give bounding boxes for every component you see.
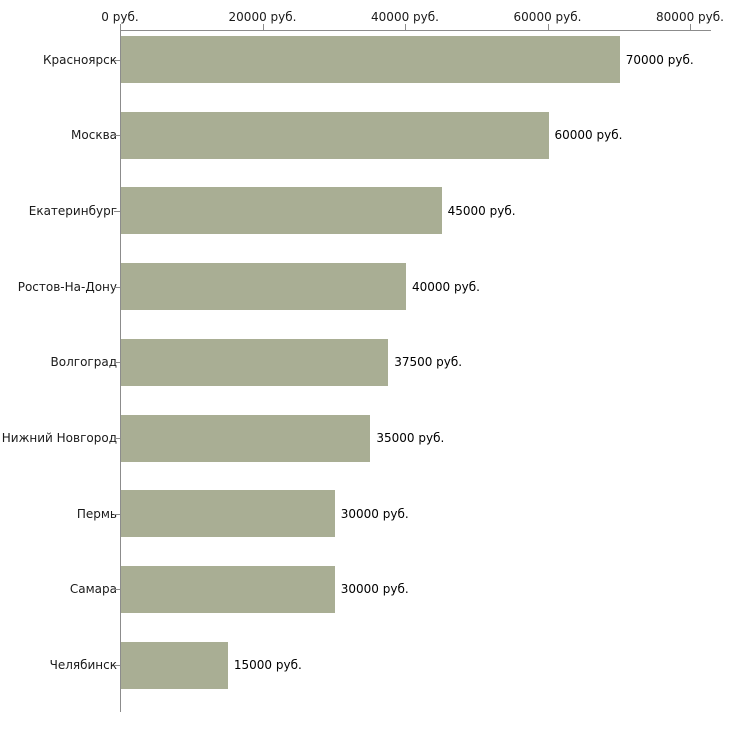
bar-value-label: 45000 руб. — [447, 203, 516, 218]
y-axis-tick-mark — [114, 589, 120, 591]
x-axis-tick-label: 20000 руб. — [228, 10, 297, 24]
bar — [121, 565, 335, 613]
bar-value-label: 30000 руб. — [340, 506, 409, 521]
x-axis-tick-mark — [690, 24, 691, 31]
y-axis-tick-mark — [114, 286, 120, 288]
bar-value-label: 37500 руб. — [394, 355, 463, 370]
bar — [121, 36, 620, 83]
bar-value-label: 60000 руб. — [554, 128, 623, 143]
category-label: Пермь — [76, 506, 117, 521]
bar-value-label: 35000 руб. — [376, 431, 445, 445]
bar — [121, 338, 389, 386]
x-axis-tick-label: 40000 руб. — [371, 10, 439, 24]
y-axis-line — [120, 30, 121, 712]
y-axis-tick-mark — [114, 438, 120, 439]
y-axis-tick-mark — [114, 210, 120, 212]
bar-value-label: 30000 руб. — [340, 582, 409, 597]
category-label: Самара — [69, 582, 117, 597]
bar-value-label: 40000 руб. — [412, 279, 480, 294]
x-axis-tick-mark — [547, 24, 549, 31]
x-axis-tick-label: 60000 руб. — [513, 10, 582, 24]
y-axis-tick-mark — [114, 513, 120, 515]
x-axis-tick-label: 80000 руб. — [656, 10, 724, 24]
category-label: Москва — [71, 128, 117, 143]
y-axis-tick-mark — [114, 59, 120, 61]
y-axis-tick-mark — [114, 665, 120, 667]
bar — [121, 263, 406, 311]
category-label: Екатеринбург — [28, 203, 117, 218]
x-axis-tick-label: 0 руб. — [101, 10, 139, 24]
x-axis-tick-mark — [405, 24, 406, 31]
category-label: Челябинск — [49, 658, 117, 673]
bar — [121, 187, 442, 235]
bar-value-label: 70000 руб. — [625, 52, 694, 67]
bar — [121, 414, 371, 462]
x-axis-line — [120, 30, 711, 31]
category-label: Красноярск — [43, 52, 117, 67]
bar — [121, 111, 549, 159]
y-axis-tick-mark — [114, 135, 120, 137]
y-axis-tick-mark — [114, 362, 120, 364]
category-label: Волгоград — [50, 355, 117, 370]
bar — [121, 490, 335, 538]
x-axis-tick-mark — [120, 24, 121, 31]
category-label: Ростов-На-Дону — [17, 279, 117, 294]
bar — [121, 641, 228, 689]
bar-value-label: 15000 руб. — [233, 658, 302, 673]
x-axis-tick-mark — [262, 24, 264, 31]
category-label: Нижний Новгород — [1, 431, 117, 445]
